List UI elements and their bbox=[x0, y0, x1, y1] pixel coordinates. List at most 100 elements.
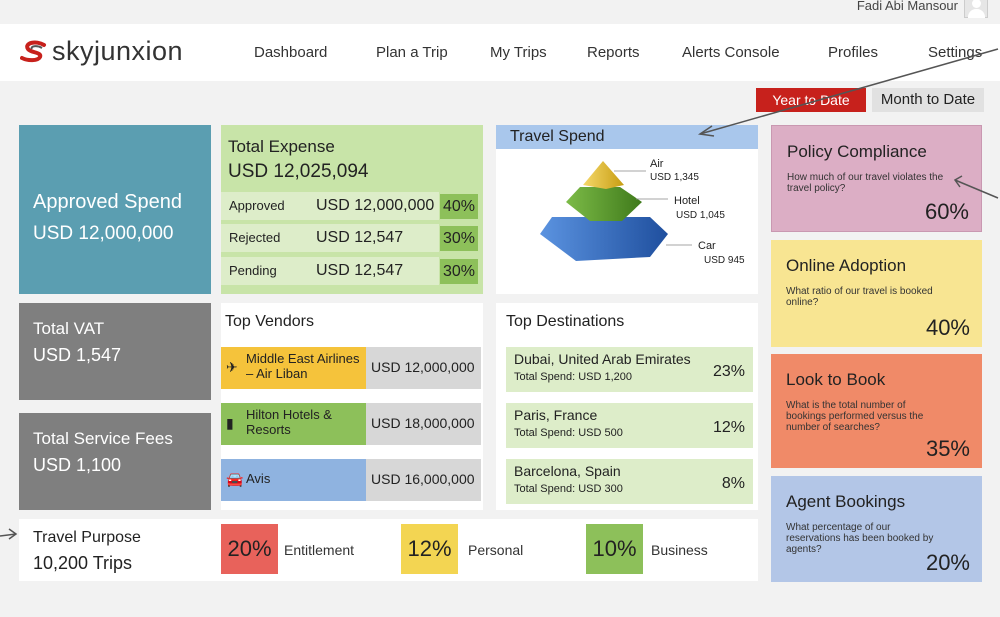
row-background bbox=[221, 224, 439, 252]
brand-name: skyjunxion bbox=[52, 36, 184, 66]
expense-row-label: Pending bbox=[229, 263, 277, 278]
destination-pct: 12% bbox=[712, 419, 745, 436]
purpose-entitlement-pct: 20% bbox=[221, 524, 278, 574]
expense-row-approved[interactable]: Approved USD 12,000,000 40% bbox=[221, 192, 483, 220]
destination-spend: Total Spend: USD 1,200 bbox=[514, 371, 633, 383]
purpose-personal-label: Personal bbox=[468, 542, 524, 558]
vendor-row[interactable]: 🚘 Avis USD 16,000,000 bbox=[221, 459, 483, 501]
card-title: Policy Compliance bbox=[787, 142, 927, 161]
tier-hotel-name: Hotel bbox=[674, 195, 700, 207]
nav-my-trips[interactable]: My Trips bbox=[490, 44, 547, 61]
arrow-to-travel-spend bbox=[699, 48, 999, 135]
expense-row-pct: 40% bbox=[440, 194, 478, 219]
vendor-name: Middle East Airlines – Air Liban bbox=[246, 351, 360, 381]
travel-spend-panel[interactable]: Travel Spend Air USD 1,345 Hotel USD 1,0… bbox=[496, 125, 758, 294]
vendor-name-cell: 🚘 Avis bbox=[221, 459, 366, 501]
card-pct: 60% bbox=[924, 199, 969, 224]
service-fees-label: Total Service Fees bbox=[33, 429, 173, 448]
nav-plan-a-trip[interactable]: Plan a Trip bbox=[376, 44, 448, 61]
card-pct: 20% bbox=[925, 550, 970, 575]
expense-row-value: USD 12,547 bbox=[316, 262, 404, 279]
purpose-personal-pct: 12% bbox=[401, 524, 458, 574]
card-question: What ratio of our travel is booked onlin… bbox=[786, 286, 933, 308]
navbar bbox=[0, 24, 1000, 81]
total-expense-label: Total Expense bbox=[228, 137, 335, 156]
card-title: Look to Book bbox=[786, 370, 886, 389]
row-background bbox=[221, 192, 439, 220]
arrow-to-policy-compliance bbox=[954, 179, 999, 199]
top-strip bbox=[0, 0, 1000, 24]
vendor-amount-cell: USD 18,000,000 bbox=[366, 403, 481, 445]
travel-spend-header: Travel Spend bbox=[496, 125, 758, 149]
travel-purpose-panel[interactable]: Travel Purpose 10,200 Trips 20% Entitlem… bbox=[19, 519, 758, 581]
pyramid-tier-car[interactable] bbox=[540, 217, 668, 261]
expense-row-label: Approved bbox=[229, 198, 285, 213]
look-to-book-card[interactable]: Look to Book What is the total number of… bbox=[771, 354, 982, 468]
card-title: Online Adoption bbox=[786, 256, 907, 275]
online-adoption-card[interactable]: Online Adoption What ratio of our travel… bbox=[771, 240, 982, 347]
vendor-name-cell: ▮ Hilton Hotels & Resorts bbox=[221, 403, 366, 445]
vendor-row[interactable]: ▮ Hilton Hotels & Resorts USD 18,000,000 bbox=[221, 403, 483, 445]
card-title: Agent Bookings bbox=[786, 492, 906, 511]
vendor-amount: USD 18,000,000 bbox=[371, 415, 475, 431]
user-name[interactable]: Fadi Abi Mansour bbox=[856, 0, 958, 13]
vendor-name: Avis bbox=[246, 471, 271, 486]
row-background bbox=[221, 257, 439, 285]
nav-profiles[interactable]: Profiles bbox=[828, 44, 879, 61]
vendor-amount-cell: USD 12,000,000 bbox=[366, 347, 481, 389]
purpose-entitlement-label: Entitlement bbox=[284, 542, 355, 558]
destination-name: Paris, France bbox=[514, 407, 598, 423]
top-vendors-panel[interactable]: Top Vendors ✈ Middle East Airlines – Air… bbox=[221, 303, 483, 510]
expense-row-rejected[interactable]: Rejected USD 12,547 30% bbox=[221, 224, 483, 252]
expense-row-value: USD 12,000,000 bbox=[316, 197, 435, 214]
total-vat-label: Total VAT bbox=[33, 319, 105, 338]
tier-air-value: USD 1,345 bbox=[650, 172, 699, 183]
pyramid-tier-air[interactable] bbox=[583, 161, 624, 189]
destination-spend: Total Spend: USD 300 bbox=[514, 483, 623, 495]
arrow-head bbox=[8, 528, 18, 540]
top-destinations-panel[interactable]: Top Destinations Dubai, United Arab Emir… bbox=[496, 303, 758, 510]
card-question: What percentage of our reservations has … bbox=[786, 522, 934, 555]
travel-spend-title: Travel Spend bbox=[510, 128, 605, 145]
total-vat-panel[interactable]: Total VAT USD 1,547 bbox=[19, 303, 211, 400]
vendor-row[interactable]: ✈ Middle East Airlines – Air Liban USD 1… bbox=[221, 347, 483, 389]
nav-reports[interactable]: Reports bbox=[587, 44, 640, 61]
total-expense-panel[interactable]: Total Expense USD 12,025,094 Approved US… bbox=[221, 125, 483, 294]
avatar[interactable] bbox=[964, 0, 988, 18]
car-icon: 🚘 bbox=[226, 471, 244, 487]
top-destinations-title: Top Destinations bbox=[506, 313, 625, 330]
arrow-head bbox=[697, 125, 715, 137]
tier-hotel-value: USD 1,045 bbox=[676, 210, 725, 221]
pyramid-tier-hotel[interactable] bbox=[566, 187, 642, 221]
nav-dashboard[interactable]: Dashboard bbox=[254, 44, 328, 61]
service-fees-value: USD 1,100 bbox=[33, 455, 122, 475]
expense-row-pct: 30% bbox=[440, 259, 478, 284]
vendor-amount: USD 12,000,000 bbox=[371, 359, 475, 375]
total-expense-value: USD 12,025,094 bbox=[228, 161, 369, 182]
card-pct: 40% bbox=[925, 315, 970, 340]
destination-pct: 23% bbox=[712, 363, 745, 380]
nav-alerts-console[interactable]: Alerts Console bbox=[682, 44, 780, 61]
expense-row-pending[interactable]: Pending USD 12,547 30% bbox=[221, 257, 483, 285]
total-vat-value: USD 1,547 bbox=[33, 345, 122, 365]
card-pct: 35% bbox=[925, 436, 970, 461]
card-question: How much of our travel violates the trav… bbox=[787, 172, 944, 194]
vendor-name-cell: ✈ Middle East Airlines – Air Liban bbox=[221, 347, 366, 389]
brand-logo[interactable]: skyjunxion bbox=[20, 36, 183, 67]
approved-spend-panel[interactable]: Approved Spend USD 12,000,000 bbox=[19, 125, 211, 294]
month-to-date-button[interactable]: Month to Date bbox=[872, 88, 984, 112]
year-to-date-button[interactable]: Year to Date bbox=[756, 88, 866, 112]
destination-row[interactable]: Paris, France Total Spend: USD 500 12% bbox=[506, 403, 753, 448]
policy-compliance-card[interactable]: Policy Compliance How much of our travel… bbox=[771, 125, 982, 232]
approved-spend-label: Approved Spend bbox=[33, 191, 183, 213]
expense-row-label: Rejected bbox=[229, 230, 281, 245]
destination-row[interactable]: Dubai, United Arab Emirates Total Spend:… bbox=[506, 347, 753, 392]
destination-row[interactable]: Barcelona, Spain Total Spend: USD 300 8% bbox=[506, 459, 753, 504]
purpose-business-label: Business bbox=[651, 542, 708, 558]
destination-name: Dubai, United Arab Emirates bbox=[514, 351, 691, 367]
pyramid-chart bbox=[540, 161, 692, 261]
tier-air-name: Air bbox=[650, 158, 664, 170]
agent-bookings-card[interactable]: Agent Bookings What percentage of our re… bbox=[771, 476, 982, 582]
service-fees-panel[interactable]: Total Service Fees USD 1,100 bbox=[19, 413, 211, 510]
